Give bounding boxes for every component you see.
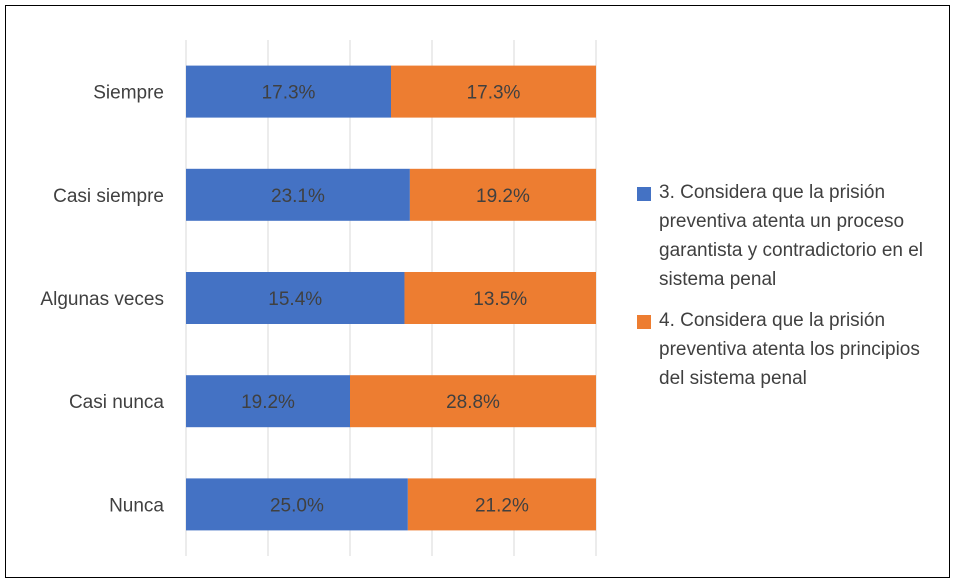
bar-series-2 [391,65,596,118]
category-label-casi-nunca: Casi nunca [69,392,164,413]
legend-item-series-1: 3. Considera que la prisión preventiva a… [637,178,947,294]
bar-series-2 [409,168,596,221]
data-label-series-2: 19.2% [476,186,530,207]
bar-series-1 [186,272,405,324]
category-label-nunca: Nunca [109,495,164,516]
legend-label-series-2: 4. Considera que la prisión preventiva a… [659,310,920,389]
category-label-algunas-veces: Algunas veces [40,289,164,310]
data-label-series-1: 19.2% [241,392,295,413]
data-label-series-2: 17.3% [467,83,521,104]
bar-series-2 [350,375,596,428]
legend-label-series-1: 3. Considera que la prisión preventiva a… [659,182,924,290]
bar-series-2 [404,272,596,324]
data-label-series-2: 13.5% [473,289,527,310]
data-label-series-2: 28.8% [446,392,500,413]
data-label-series-1: 17.3% [262,83,316,104]
data-label-series-1: 15.4% [268,289,322,310]
data-label-series-2: 21.2% [475,495,529,516]
category-label-casi-siempre: Casi siempre [53,186,164,207]
data-label-series-1: 25.0% [270,495,324,516]
bar-series-1 [186,375,350,428]
data-label-series-1: 23.1% [271,186,325,207]
legend-item-series-2: 4. Considera que la prisión preventiva a… [637,306,947,393]
bar-series-1 [186,168,410,221]
bar-series-2 [407,478,596,531]
legend: 3. Considera que la prisión preventiva a… [637,178,947,405]
bar-series-1 [186,478,408,531]
bar-series-1 [186,65,391,118]
legend-swatch-series-1 [637,187,651,201]
legend-swatch-series-2 [637,315,651,329]
category-label-siempre: Siempre [93,83,164,104]
